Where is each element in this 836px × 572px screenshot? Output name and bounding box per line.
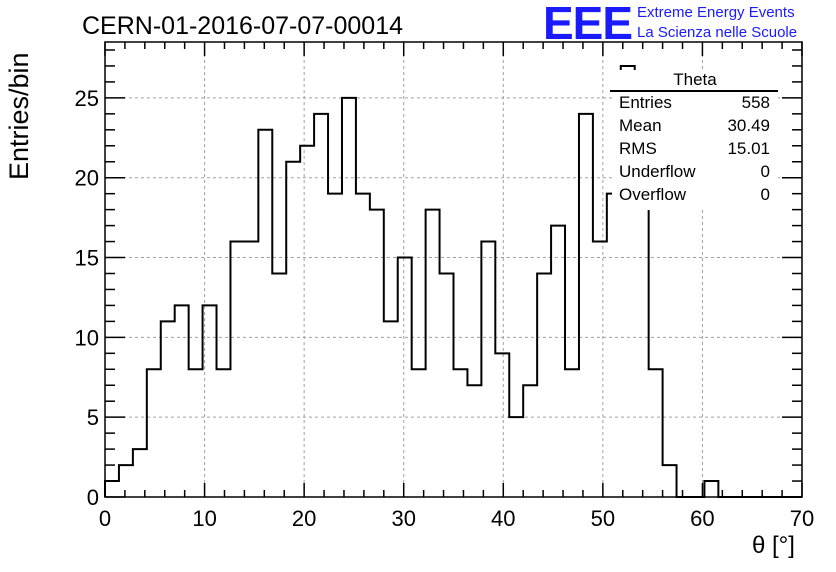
histogram-bin xyxy=(398,258,412,497)
histogram-bin xyxy=(175,305,189,497)
stats-row-overflow: Overflow 0 xyxy=(619,185,770,207)
histogram-bin xyxy=(370,210,384,497)
stats-title: Theta xyxy=(673,70,717,89)
y-tick-label: 15 xyxy=(75,246,99,271)
histogram-bin xyxy=(537,273,551,497)
histogram-bin xyxy=(258,130,272,497)
stats-value: 0 xyxy=(760,185,770,204)
x-axis-label: θ [°] xyxy=(752,532,795,559)
y-tick-label: 0 xyxy=(87,485,99,510)
y-tick-label: 25 xyxy=(75,86,99,111)
stats-label: Mean xyxy=(619,116,662,135)
x-tick-label: 60 xyxy=(690,506,714,531)
x-tick-labels: 0 10 20 30 40 50 60 70 xyxy=(99,506,814,531)
x-tick-label: 70 xyxy=(790,506,814,531)
histogram-bin xyxy=(384,321,398,497)
histogram-bin xyxy=(217,369,231,497)
y-tick-label: 5 xyxy=(87,405,99,430)
axis-ticks xyxy=(104,42,803,498)
stats-row-entries: Entries 558 xyxy=(619,93,770,115)
plot-frame-rect xyxy=(104,41,803,498)
logo-line1: Extreme Energy Events xyxy=(637,4,795,21)
histogram-bin xyxy=(328,194,342,497)
histogram-bin xyxy=(579,114,593,497)
y-tick-label: 10 xyxy=(75,325,99,350)
stats-row-mean: Mean 30.49 xyxy=(619,116,770,138)
stats-title-rule xyxy=(610,90,778,92)
histogram-bin xyxy=(300,146,314,497)
stats-box: Theta Entries 558 Mean 30.49 RMS 15.01 U… xyxy=(610,70,778,210)
histogram-bin xyxy=(426,210,440,497)
stats-value: 0 xyxy=(760,162,770,181)
x-tick-label: 50 xyxy=(591,506,615,531)
histogram-bin xyxy=(356,194,370,497)
histogram-bin xyxy=(649,369,663,497)
histogram-bin xyxy=(440,273,454,497)
stats-value: 558 xyxy=(741,93,770,112)
y-tick-labels: 0 5 10 15 20 25 xyxy=(75,86,99,510)
histogram-outline xyxy=(104,64,802,498)
logo-line2: La Scienza nelle Scuole xyxy=(637,24,798,41)
histogram-bin xyxy=(704,481,718,497)
stats-row-underflow: Underflow 0 xyxy=(619,162,770,184)
histogram-bin xyxy=(244,242,258,497)
x-tick-label: 30 xyxy=(391,506,415,531)
y-axis-label: Entries/bin xyxy=(4,52,34,180)
histogram-bin xyxy=(314,114,328,497)
stats-label: Underflow xyxy=(619,162,696,181)
stats-row-rms: RMS 15.01 xyxy=(619,139,770,161)
histogram-bin xyxy=(230,242,244,497)
histogram-bin xyxy=(593,242,607,497)
histogram-bin xyxy=(105,481,119,497)
eee-logo-text: Extreme Energy Events La Scienza nelle S… xyxy=(637,3,797,43)
histogram-bin xyxy=(663,465,677,497)
stats-value: 15.01 xyxy=(727,139,770,158)
histogram-bin xyxy=(481,242,495,497)
histogram-bin xyxy=(342,98,356,497)
histogram-bin xyxy=(119,465,133,497)
histogram-bin xyxy=(565,369,579,497)
stats-label: Overflow xyxy=(619,185,687,204)
plot-frame xyxy=(104,41,803,498)
x-tick-label: 10 xyxy=(192,506,216,531)
stats-label: RMS xyxy=(619,139,657,158)
x-tick-label: 0 xyxy=(99,506,111,531)
histogram-bin xyxy=(133,449,147,497)
histogram-bin xyxy=(161,321,175,497)
histogram-bin xyxy=(454,369,468,497)
stats-value: 30.49 xyxy=(727,116,770,135)
histogram-bin xyxy=(467,385,481,497)
histogram-bin xyxy=(147,369,161,497)
stats-label: Entries xyxy=(619,93,672,112)
histogram-bin xyxy=(412,369,426,497)
x-tick-label: 40 xyxy=(491,506,515,531)
histogram-bin xyxy=(495,353,509,497)
eee-logo: EEE xyxy=(543,0,633,49)
histogram-bin xyxy=(509,417,523,497)
y-tick-label: 20 xyxy=(75,166,99,191)
x-tick-label: 20 xyxy=(292,506,316,531)
histogram-bin xyxy=(523,385,537,497)
histogram-bin xyxy=(272,273,286,497)
histogram-bin xyxy=(286,162,300,497)
histogram-bin xyxy=(551,226,565,497)
histogram-bin xyxy=(607,194,621,497)
histogram-bin xyxy=(189,369,203,497)
chart-title: CERN-01-2016-07-07-00014 xyxy=(82,12,404,40)
